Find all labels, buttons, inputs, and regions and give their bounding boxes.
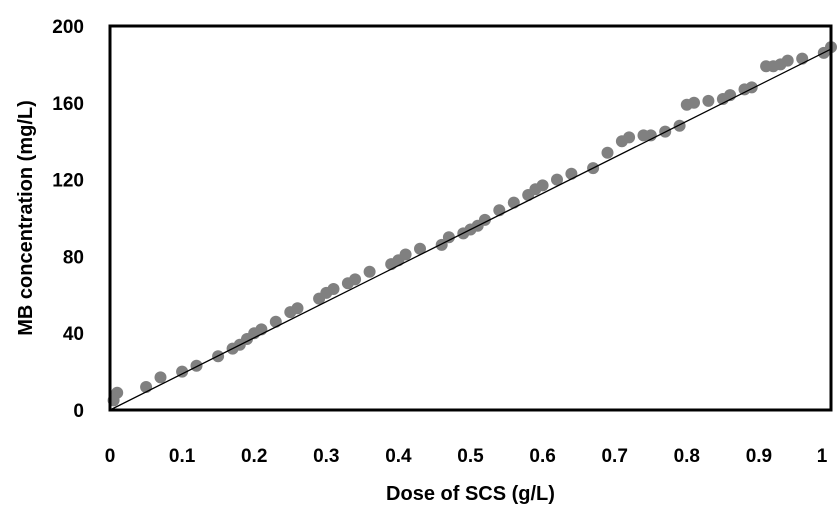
data-point <box>536 179 549 192</box>
y-tick-label: 200 <box>52 17 84 38</box>
data-point <box>269 315 282 328</box>
x-tick-label: 0.3 <box>313 446 339 467</box>
data-point <box>291 302 304 315</box>
data-point <box>349 273 362 286</box>
data-point <box>702 94 715 107</box>
data-point <box>551 173 563 186</box>
data-point <box>507 196 520 209</box>
y-tick-label: 40 <box>63 324 84 345</box>
x-tick-label: 0.4 <box>385 446 412 467</box>
x-axis-label: Dose of SCS (g/L) <box>386 483 555 505</box>
x-tick-label: 0.7 <box>601 446 627 467</box>
x-tick-label: 0.8 <box>674 446 700 467</box>
y-tick-labels: 0 40 80 120 160 200 <box>52 17 84 422</box>
data-point <box>601 146 614 159</box>
trendline <box>109 48 832 411</box>
data-point <box>363 265 376 278</box>
y-tick-label: 0 <box>73 401 84 422</box>
plot-frame <box>108 24 833 412</box>
x-tick-label: 0 <box>105 446 116 467</box>
y-tick-label: 120 <box>52 171 84 192</box>
data-point <box>781 54 794 67</box>
data-point <box>745 81 758 94</box>
data-point <box>623 131 636 144</box>
y-axis-label: MB concentration (mg/L) <box>15 100 37 336</box>
data-point <box>111 386 124 399</box>
data-point <box>140 381 153 393</box>
y-tick-label: 160 <box>52 94 84 115</box>
data-point <box>688 96 700 109</box>
data-point <box>399 248 412 261</box>
data-point <box>414 242 426 255</box>
y-tick-label: 80 <box>63 247 84 268</box>
x-tick-label: 0.1 <box>169 446 196 467</box>
x-tick-label: 0.6 <box>529 446 555 467</box>
data-point <box>565 167 578 180</box>
x-tick-label: 0.9 <box>746 446 772 467</box>
data-points <box>107 41 837 407</box>
data-point <box>176 365 189 378</box>
x-tick-labels: 0 0.1 0.2 0.3 0.4 0.5 0.6 0.7 0.8 0.9 1 <box>105 446 828 467</box>
data-point <box>673 119 686 132</box>
x-tick-label: 0.2 <box>241 446 267 467</box>
x-tick-label: 1 <box>817 446 828 467</box>
data-point <box>154 371 167 384</box>
data-point <box>442 231 455 244</box>
data-point <box>327 283 340 295</box>
data-point <box>190 359 203 372</box>
data-point <box>478 213 491 226</box>
x-tick-label: 0.5 <box>457 446 484 467</box>
